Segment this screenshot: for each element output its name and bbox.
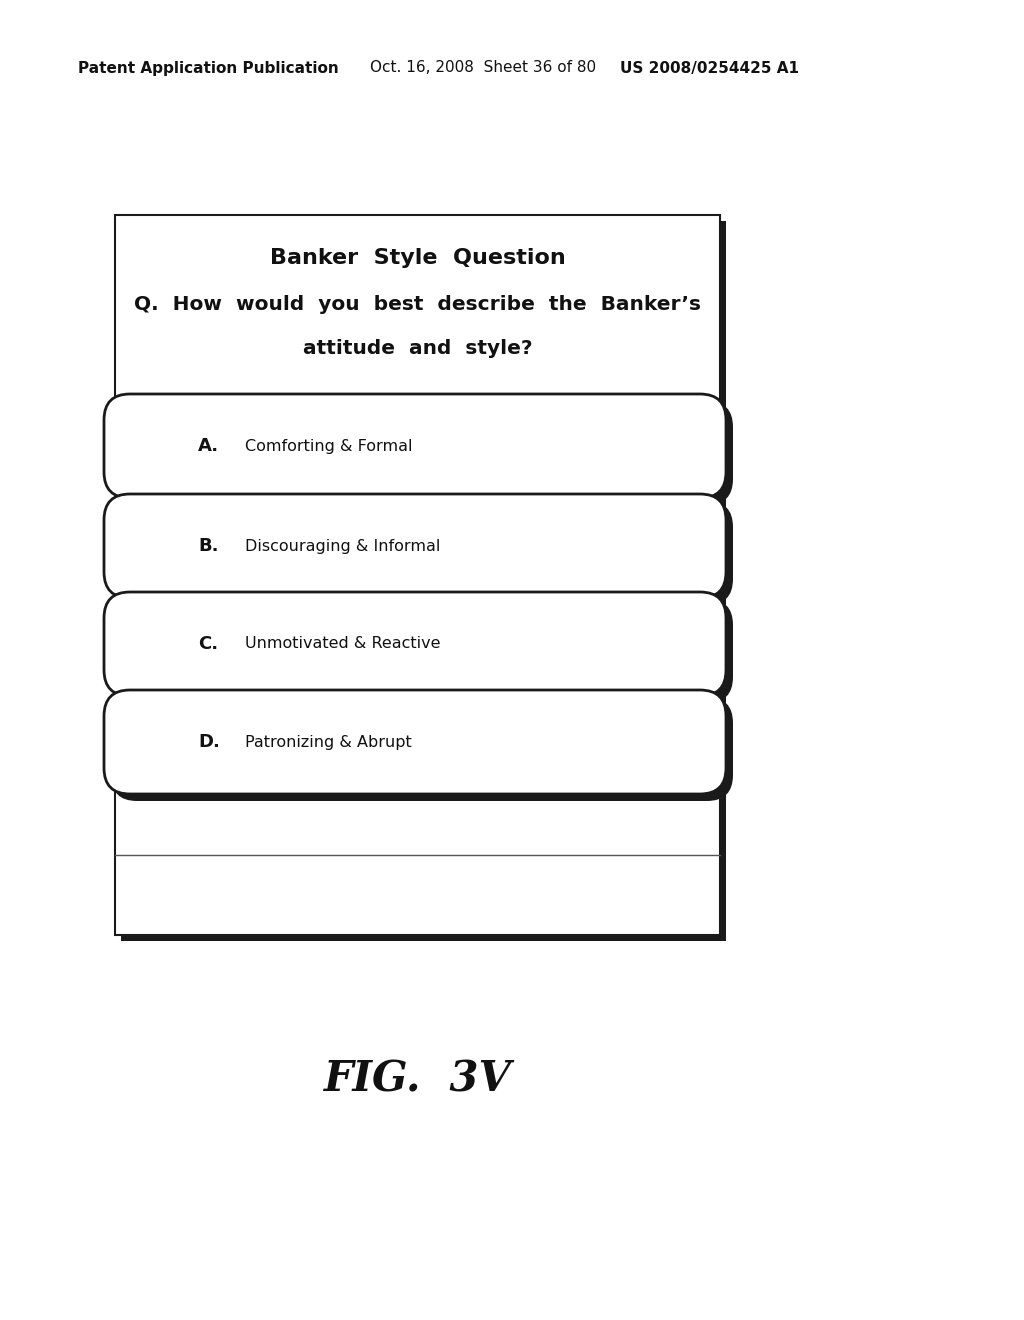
- FancyBboxPatch shape: [104, 393, 726, 498]
- Text: A.: A.: [198, 437, 219, 455]
- Text: Unmotivated & Reactive: Unmotivated & Reactive: [245, 636, 440, 652]
- Text: Oct. 16, 2008  Sheet 36 of 80: Oct. 16, 2008 Sheet 36 of 80: [370, 61, 596, 75]
- Text: Discouraging & Informal: Discouraging & Informal: [245, 539, 440, 553]
- FancyBboxPatch shape: [104, 494, 726, 598]
- Text: Patronizing & Abrupt: Patronizing & Abrupt: [245, 734, 412, 750]
- Text: FIG.  3V: FIG. 3V: [325, 1059, 512, 1101]
- FancyBboxPatch shape: [111, 401, 733, 506]
- Bar: [121, 220, 726, 941]
- Text: D.: D.: [198, 733, 220, 751]
- FancyBboxPatch shape: [104, 591, 726, 696]
- Bar: [115, 215, 720, 935]
- Text: Banker  Style  Question: Banker Style Question: [270, 248, 566, 268]
- FancyBboxPatch shape: [111, 697, 733, 801]
- Text: B.: B.: [198, 537, 218, 554]
- Text: Comforting & Formal: Comforting & Formal: [245, 438, 413, 454]
- Text: Q.  How  would  you  best  describe  the  Banker’s: Q. How would you best describe the Banke…: [134, 296, 701, 314]
- FancyBboxPatch shape: [104, 690, 726, 795]
- Text: attitude  and  style?: attitude and style?: [303, 338, 532, 358]
- Text: Patent Application Publication: Patent Application Publication: [78, 61, 339, 75]
- FancyBboxPatch shape: [111, 502, 733, 605]
- Text: C.: C.: [198, 635, 218, 653]
- Text: US 2008/0254425 A1: US 2008/0254425 A1: [620, 61, 799, 75]
- FancyBboxPatch shape: [111, 599, 733, 704]
